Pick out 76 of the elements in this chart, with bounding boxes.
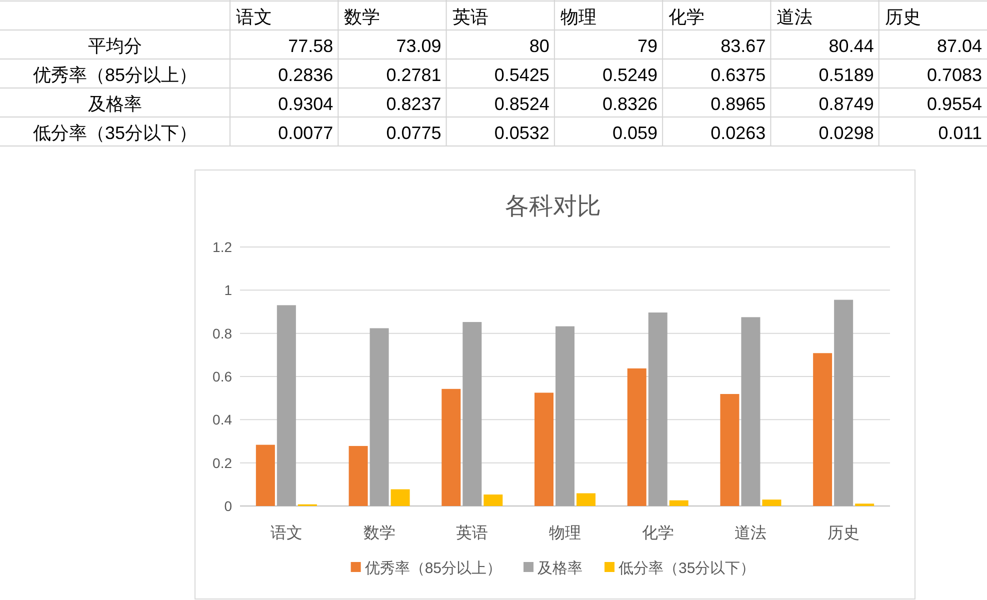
bar [576,493,596,506]
y-tick-label: 0.4 [212,412,232,428]
category-label: 道法 [776,7,813,27]
text: 0.8237 [386,94,442,114]
y-tick-label: 0.2 [212,454,232,471]
bar [834,300,854,506]
x-tick-label: 道法 [734,524,767,542]
text: 0.8965 [710,94,766,114]
legend-label: 优秀率（85分以上） [364,560,502,577]
x-tick-label: 数学 [363,524,396,542]
chart-title: 各科对比 [505,193,601,220]
bar [390,489,410,506]
category-label: 语文 [236,7,272,27]
y-tick-label: 0.8 [212,325,232,342]
text: 0.0532 [494,123,550,143]
text: 0.5425 [494,65,550,85]
legend-label: 及格率 [538,560,582,577]
category-label: 英语 [452,7,488,27]
text: 0.9304 [278,94,334,114]
x-tick-label: 物理 [549,525,581,542]
text: 0.011 [938,123,982,143]
bar [534,392,554,506]
text: 0.0077 [278,123,334,143]
x-tick-label: 语文 [270,524,302,542]
bar [442,388,461,506]
bar [276,305,296,506]
legend-label: 低分率（35分以下） [618,560,756,577]
text: 77.58 [288,36,334,56]
text: 0.5189 [818,65,874,85]
text: 0.6375 [710,65,766,85]
bar [762,500,782,506]
bar [813,353,832,506]
x-tick-label: 英语 [456,524,488,542]
text: 0.8749 [818,94,874,114]
y-tick-label: 1.2 [212,239,232,255]
bar [462,322,482,506]
text: 0.2836 [278,65,334,85]
text: 73.09 [396,36,442,56]
x-tick-label: 历史 [828,524,860,542]
text: 0.8524 [494,94,550,114]
x-tick-label: 化学 [642,524,674,542]
text: 79 [638,36,658,56]
category-label: 及格率 [88,94,142,114]
text: 0.5249 [602,65,658,85]
category-label: 化学 [668,7,705,27]
category-label: 低分率（35分以下） [32,123,198,143]
text: 80 [529,36,550,56]
bar [720,394,740,506]
y-tick-label: 0 [224,498,232,514]
bar [484,494,503,506]
text: 0.9554 [926,94,982,114]
text: 83.67 [720,36,766,56]
text: 0.8326 [602,94,658,114]
text: 87.04 [936,36,982,56]
bar [370,328,389,506]
bar [627,368,646,506]
text: 0.7083 [926,65,982,85]
bar [256,444,275,506]
text: 0.059 [612,123,658,143]
bar [741,317,760,506]
category-label: 物理 [560,7,596,27]
text: 0.0775 [386,123,442,143]
y-tick-label: 1 [224,282,232,298]
text: 0.0263 [710,123,766,143]
bar [648,312,668,506]
category-label: 历史 [884,7,921,27]
text: 0.0298 [818,123,874,143]
bar [669,500,688,506]
bar [348,446,368,506]
y-tick-label: 0.6 [212,368,232,384]
category-label: 数学 [344,7,380,27]
category-label: 平均分 [88,36,142,56]
category-label: 优秀率（85分以上） [32,65,198,85]
bar [556,326,574,506]
text: 80.44 [828,36,874,56]
text: 0.2781 [386,65,442,85]
